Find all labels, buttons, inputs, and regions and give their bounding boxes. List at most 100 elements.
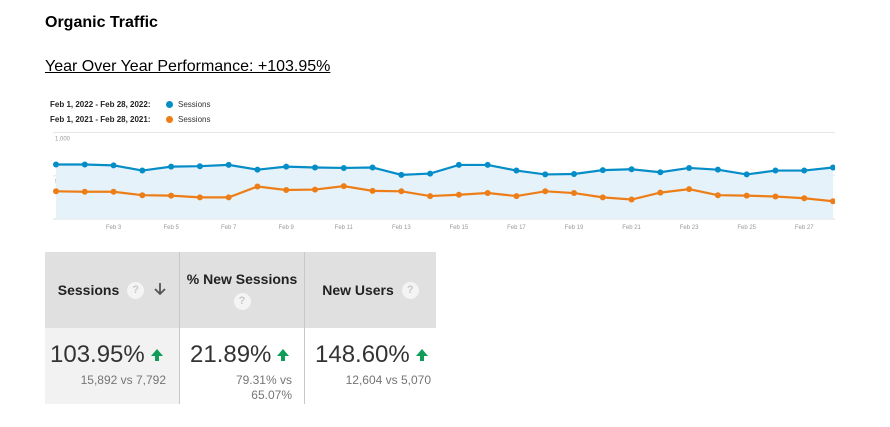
page-title: Organic Traffic xyxy=(45,14,158,31)
series-line-2021 xyxy=(55,185,834,203)
x-tick-label: Feb 19 xyxy=(565,225,584,231)
data-point-2021 xyxy=(542,188,549,195)
scorecard-label: % New Sessions xyxy=(186,270,298,287)
data-point-2022 xyxy=(168,163,175,170)
help-icon[interactable]: ? xyxy=(401,281,419,299)
scorecard-value: 148.60% xyxy=(315,341,428,369)
help-icon[interactable]: ? xyxy=(127,281,145,299)
data-point-2021 xyxy=(53,188,59,195)
data-point-2022 xyxy=(743,171,750,178)
scorecard-body: 103.95% 15,892 vs 7,792 xyxy=(45,328,179,404)
data-point-2022 xyxy=(772,167,779,174)
scorecard-compare: 12,604 vs 5,070 xyxy=(345,373,431,387)
data-point-2021 xyxy=(254,183,261,190)
y-tick-label: 1,000 xyxy=(55,136,71,142)
data-point-2021 xyxy=(369,187,376,194)
data-point-2022 xyxy=(312,164,318,171)
legend-dot-icon xyxy=(166,101,173,108)
x-tick-label: Feb 17 xyxy=(507,225,526,231)
data-point-2021 xyxy=(686,186,693,193)
scorecard-header[interactable]: Sessions ? xyxy=(45,252,179,328)
scorecard-value: 21.89% xyxy=(190,341,290,369)
data-point-2022 xyxy=(369,164,376,171)
x-tick-label: Feb 27 xyxy=(795,225,814,231)
scorecard-label: New Users xyxy=(322,282,394,298)
data-point-2021 xyxy=(714,192,721,199)
value-text: 21.89% xyxy=(190,341,272,368)
series-line-2022 xyxy=(56,163,834,176)
data-point-2021 xyxy=(427,193,434,200)
legend-row-2021: Feb 1, 2021 - Feb 28, 2021: Sessions xyxy=(50,112,210,127)
x-tick-label: Feb 9 xyxy=(279,225,295,231)
data-point-2021 xyxy=(283,187,290,194)
data-point-2022 xyxy=(542,171,549,178)
data-point-2022 xyxy=(628,166,635,173)
data-point-2021 xyxy=(772,193,779,200)
scorecard-body: 21.89% 79.31% vs 65.07% xyxy=(180,328,304,404)
data-point-2022 xyxy=(657,169,664,176)
data-point-2021 xyxy=(398,188,405,195)
data-point-2021 xyxy=(340,183,347,190)
data-point-2021 xyxy=(571,190,577,197)
data-point-2021 xyxy=(599,194,606,201)
data-point-2021 xyxy=(628,196,635,203)
scorecard-header[interactable]: % New Sessions ? xyxy=(180,252,304,328)
legend-range: Feb 1, 2022 - Feb 28, 2022: xyxy=(50,100,151,109)
legend-range: Feb 1, 2021 - Feb 28, 2021: xyxy=(50,115,151,124)
sort-down-arrow-icon[interactable] xyxy=(154,282,166,299)
data-point-2021 xyxy=(830,198,835,205)
x-tick-label: Feb 11 xyxy=(335,225,354,231)
x-tick-label: Feb 15 xyxy=(450,225,469,231)
data-point-2021 xyxy=(139,192,146,199)
data-point-2022 xyxy=(686,164,693,171)
data-point-2021 xyxy=(81,188,88,195)
data-point-2022 xyxy=(398,171,405,178)
scorecard-compare: 79.31% vs 65.07% xyxy=(236,373,292,403)
up-arrow-icon xyxy=(277,348,290,361)
scorecard-compare: 15,892 vs 7,792 xyxy=(80,373,166,387)
scorecard-body: 148.60% 12,604 vs 5,070 xyxy=(305,328,436,404)
data-point-2022 xyxy=(455,161,462,168)
data-point-2021 xyxy=(110,188,117,195)
scorecard-header[interactable]: New Users ? xyxy=(305,252,436,328)
data-point-2022 xyxy=(81,161,88,168)
scorecard-sessions[interactable]: Sessions ? 103.95% 15,892 vs 7,792 xyxy=(45,252,179,404)
x-tick-label: Feb 23 xyxy=(680,225,699,231)
data-point-2021 xyxy=(225,194,232,201)
x-tick-label: Feb 13 xyxy=(392,225,411,231)
chart-legend: Feb 1, 2022 - Feb 28, 2022: Sessions Feb… xyxy=(50,97,210,127)
data-point-2022 xyxy=(196,163,203,170)
scorecards: Sessions ? 103.95% 15,892 vs 7,792 % New… xyxy=(45,252,436,404)
up-arrow-icon xyxy=(415,348,428,361)
x-tick-label: Feb 3 xyxy=(106,225,122,231)
data-point-2021 xyxy=(455,191,462,198)
data-point-2021 xyxy=(513,193,520,200)
data-point-2022 xyxy=(513,167,520,174)
legend-series-name: Sessions xyxy=(178,100,211,109)
legend-row-2022: Feb 1, 2022 - Feb 28, 2022: Sessions xyxy=(50,97,210,112)
compare-line: 65.07% xyxy=(251,388,292,402)
data-point-2021 xyxy=(743,192,750,199)
scorecard-value: 103.95% xyxy=(50,341,163,369)
legend-series-name: Sessions xyxy=(178,115,211,124)
scorecard-new-sessions[interactable]: % New Sessions ? 21.89% 79.31% vs 65.07% xyxy=(179,252,304,404)
data-point-2022 xyxy=(484,161,491,168)
data-point-2022 xyxy=(225,161,232,168)
data-point-2021 xyxy=(484,190,491,197)
data-point-2022 xyxy=(139,167,146,174)
value-text: 103.95% xyxy=(50,341,145,368)
data-point-2022 xyxy=(53,161,59,168)
area-sessions-2022 xyxy=(56,164,833,219)
data-point-2022 xyxy=(830,164,835,171)
x-tick-label: Feb 25 xyxy=(737,225,756,231)
data-point-2022 xyxy=(714,166,721,173)
yoy-performance-heading: Year Over Year Performance: +103.95% xyxy=(45,58,331,75)
help-icon[interactable]: ? xyxy=(233,292,251,310)
data-point-2021 xyxy=(168,192,175,199)
x-tick-label: Feb 21 xyxy=(622,225,641,231)
value-text: 148.60% xyxy=(315,341,410,368)
scorecard-new-users[interactable]: New Users ? 148.60% 12,604 vs 5,070 xyxy=(304,252,436,404)
data-point-2021 xyxy=(657,189,664,196)
data-point-2021 xyxy=(801,195,808,202)
